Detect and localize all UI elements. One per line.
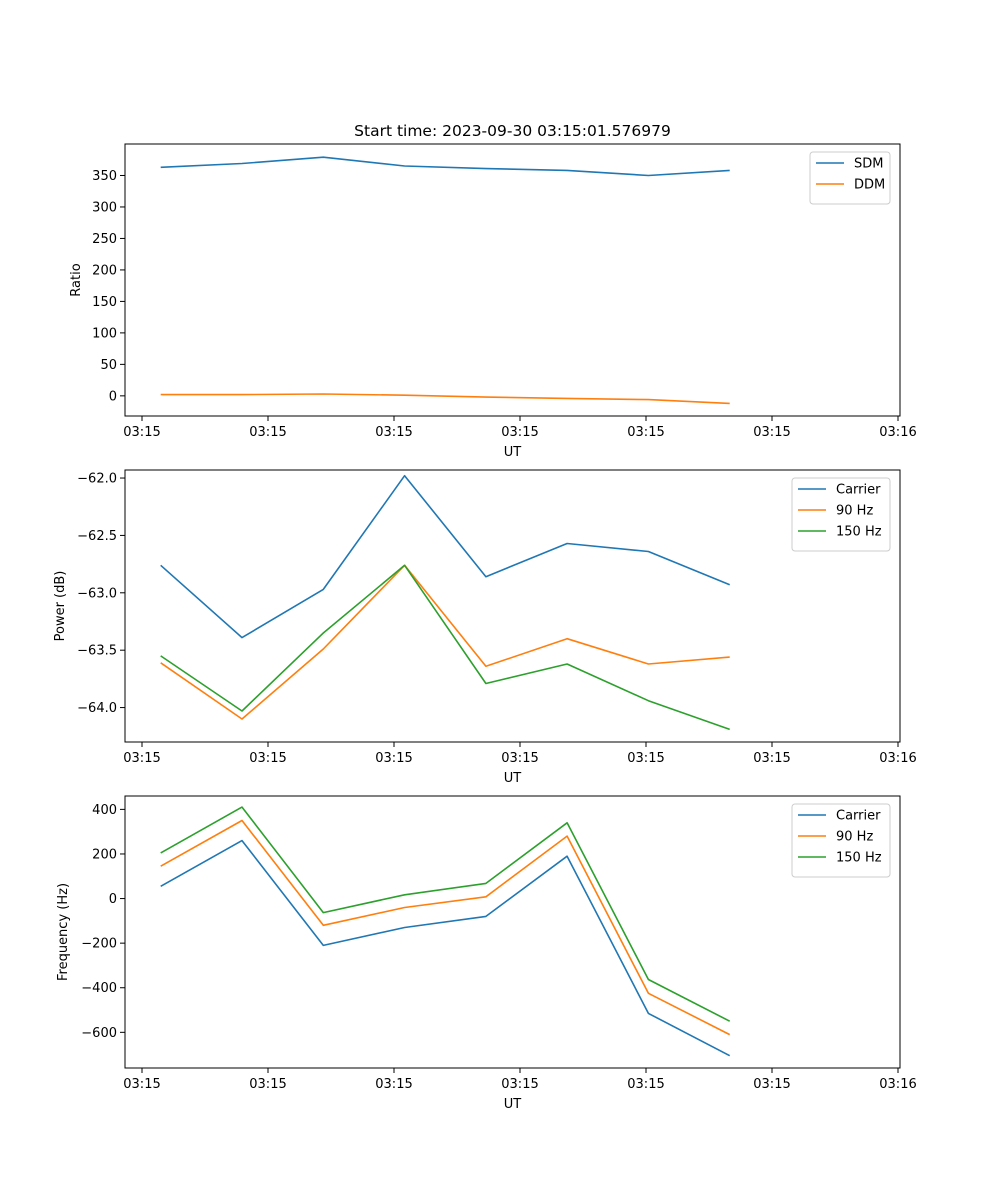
x-tick-label: 03:15 [375,1077,412,1092]
x-tick-label: 03:15 [501,751,538,766]
y-tick-label: 350 [92,169,117,184]
x-tick-label: 03:16 [879,425,916,440]
x-tick-label: 03:15 [501,425,538,440]
x-tick-label: 03:15 [249,425,286,440]
x-tick-label: 03:16 [879,751,916,766]
y-tick-label: −64.0 [77,701,117,716]
x-tick-label: 03:15 [123,1077,160,1092]
chart-title: Start time: 2023-09-30 03:15:01.576979 [354,122,671,140]
y-tick-label: 200 [92,263,117,278]
axes-frame-ratio [124,143,901,417]
y-tick-label: −200 [81,937,117,952]
legend-label: DDM [854,178,885,193]
x-tick-label: 03:16 [879,1077,916,1092]
y-tick-label: −600 [81,1026,117,1041]
series-line-sdm [160,156,730,177]
y-tick-label: 100 [92,326,117,341]
y-tick-label: 150 [92,295,117,310]
plot-area-frequency [160,806,731,1057]
x-ticks-frequency: 03:15 03:15 03:15 03:15 03:15 03:15 03:16 [123,1068,917,1092]
y-tick-label: 200 [92,847,117,862]
legend-box [809,151,891,205]
y-tick-label: −63.5 [77,644,117,659]
x-tick-label: 03:15 [627,751,664,766]
series-line-150-hz [160,564,730,731]
series-line-90-hz [160,819,731,1036]
x-ticks-ratio: 03:15 03:15 03:15 03:15 03:15 03:15 03:16 [123,416,917,440]
x-axis-label: UT [504,771,522,786]
series-line-ddm [160,393,730,405]
x-tick-label: 03:15 [249,751,286,766]
y-tick-label: −62.0 [77,472,117,487]
y-tick-label: 400 [92,803,117,818]
x-tick-label: 03:15 [627,1077,664,1092]
panel-ratio: Start time: 2023-09-30 03:15:01.576979 0… [69,122,917,460]
x-tick-label: 03:15 [627,425,664,440]
x-tick-label: 03:15 [375,425,412,440]
axes-frame-power [124,469,901,743]
y-ticks-frequency: −600 −400 −200 0 200 400 [81,803,125,1041]
y-tick-label: 250 [92,232,117,247]
series-line-carrier [160,474,731,639]
y-axis-label: Ratio [69,263,84,296]
y-tick-label: 300 [92,200,117,215]
series-line-150-hz [160,806,731,1022]
plot-area-power [160,474,731,731]
legend-label: 150 Hz [836,851,882,866]
legend-label: Carrier [836,809,881,824]
x-tick-label: 03:15 [753,425,790,440]
x-tick-label: 03:15 [375,751,412,766]
y-ticks-ratio: 0 50 100 150 200 250 300 350 [92,169,125,404]
y-axis-label: Power (dB) [53,571,68,642]
x-tick-label: 03:15 [249,1077,286,1092]
x-tick-label: 03:15 [753,1077,790,1092]
legend-ratio: SDM DDM [809,151,891,205]
legend-box [791,803,891,878]
x-axis-label: UT [504,445,522,460]
legend-label: Carrier [836,483,881,498]
legend-label: 90 Hz [836,830,873,845]
series-line-90-hz [160,564,730,720]
x-axis-label: UT [504,1097,522,1112]
y-axis-label: Frequency (Hz) [56,883,71,981]
y-tick-label: −62.5 [77,529,117,544]
legend-power: Carrier 90 Hz 150 Hz [791,477,891,552]
plot-area-ratio [160,156,730,405]
legend-label: 150 Hz [836,525,882,540]
panel-power: 03:15 03:15 03:15 03:15 03:15 03:15 03:16 −64.… [53,469,917,786]
y-ticks-power: −64.0 −63.5 −63.0 −62.5 −62.0 [77,472,125,716]
x-ticks-power: 03:15 03:15 03:15 03:15 03:15 03:15 03:16 [123,742,917,766]
y-tick-label: −400 [81,981,117,996]
y-tick-label: 0 [109,892,117,907]
axes-frame-frequency [124,795,901,1069]
legend-box [791,477,891,552]
legend-frequency: Carrier 90 Hz 150 Hz [791,803,891,878]
series-line-carrier [160,839,731,1057]
legend-label: SDM [854,157,883,172]
x-tick-label: 03:15 [123,425,160,440]
x-tick-label: 03:15 [501,1077,538,1092]
y-tick-label: 0 [109,389,117,404]
panel-frequency: 03:15 03:15 03:15 03:15 03:15 03:15 03:16 −600… [56,795,917,1112]
y-tick-label: 50 [100,358,117,373]
legend-label: 90 Hz [836,504,873,519]
x-tick-label: 03:15 [123,751,160,766]
y-tick-label: −63.0 [77,586,117,601]
x-tick-label: 03:15 [753,751,790,766]
